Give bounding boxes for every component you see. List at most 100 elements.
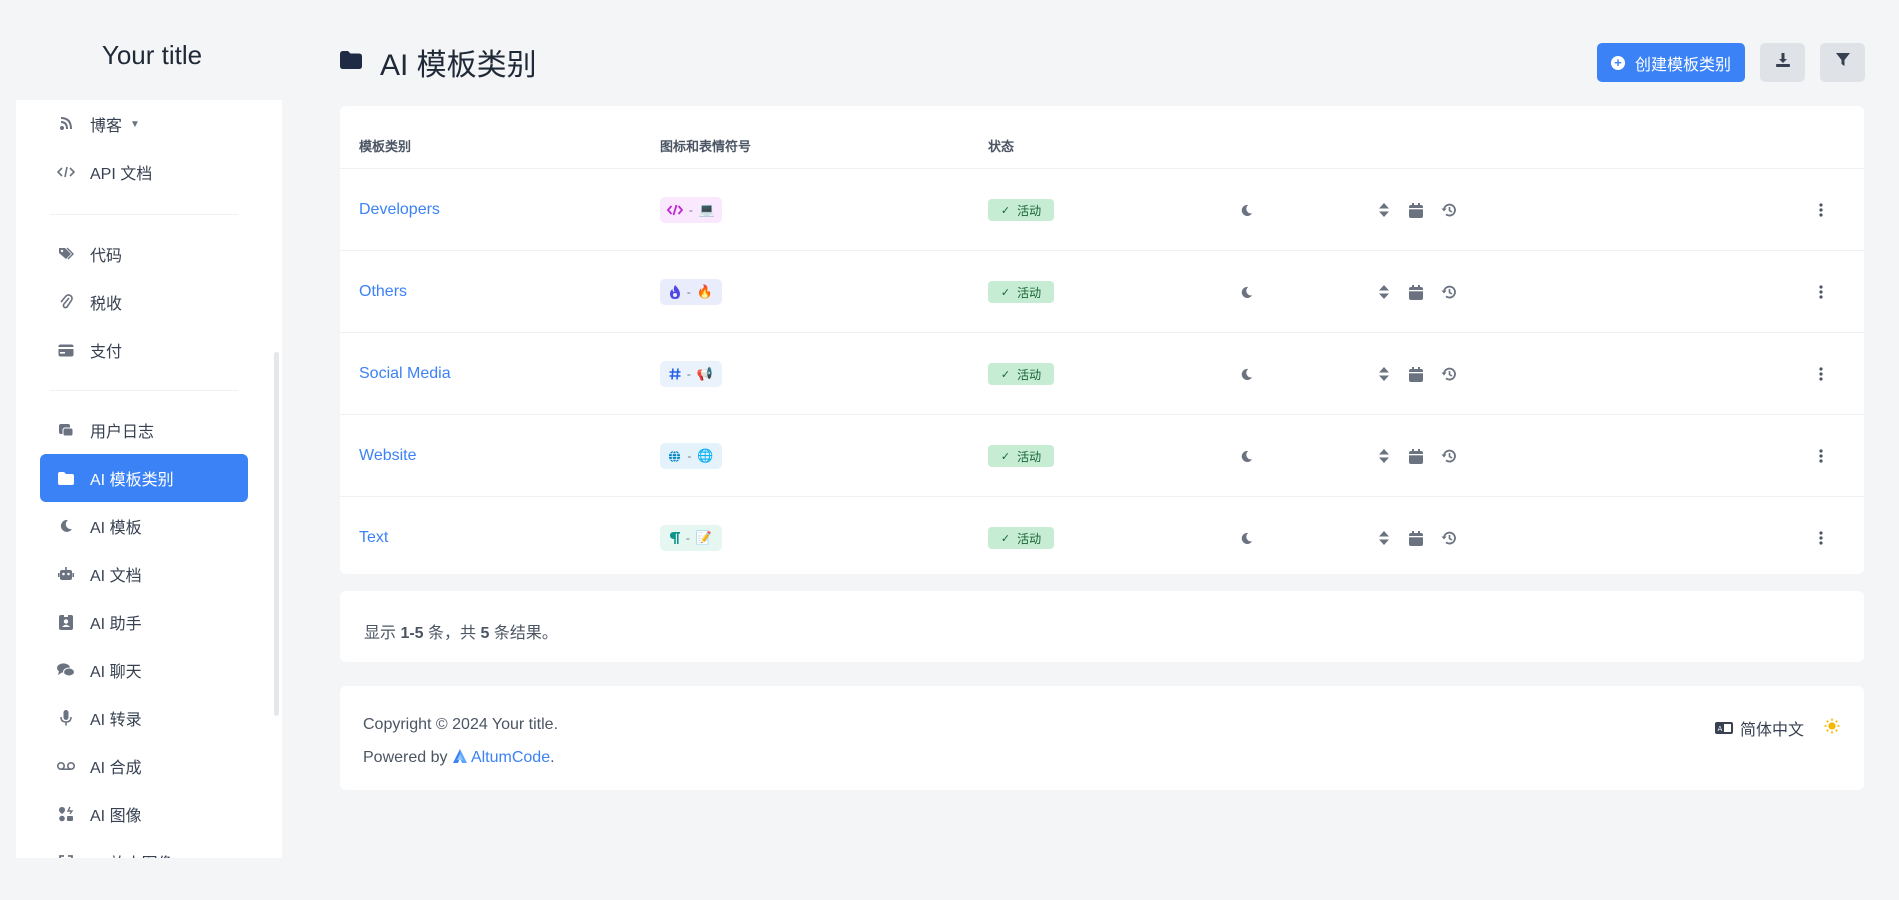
folder-icon [56,471,76,485]
sort-icon[interactable] [1376,530,1392,546]
powered-suffix: . [550,749,555,766]
sort-icon[interactable] [1376,448,1392,464]
sidebar-item-label: API 文档 [90,166,153,183]
history-icon[interactable] [1441,202,1457,218]
more-options-icon[interactable] [1813,366,1829,382]
status-badge: ✓ 活动 [988,445,1054,467]
sort-icon[interactable] [1376,284,1392,300]
pagination-mid: 条，共 [423,625,481,642]
sidebar-item-label: 用户日志 [90,424,155,441]
category-name-link[interactable]: Website [359,447,417,464]
sidebar-divider [50,390,238,391]
sidebar-item-label: AI 聊天 [90,664,142,681]
sidebar-item-label: AI 转录 [90,712,142,729]
category-emoji: 📢 [696,366,714,381]
sidebar-item-ai-transcriptions[interactable]: AI 转录 [40,694,248,742]
categories-table: 模板类别 图标和表情符号 状态 Developers - 💻 ✓ 活动 Othe… [340,106,1864,574]
status-label: 活动 [1017,203,1042,218]
status-badge: ✓ 活动 [988,199,1054,221]
brand-title[interactable]: Your title [101,40,203,70]
calendar-icon[interactable] [1408,284,1424,300]
calendar-icon[interactable] [1408,530,1424,546]
sidebar-item-codes[interactable]: 代码 [40,230,248,278]
category-name-link[interactable]: Developers [359,201,440,218]
calendar-icon[interactable] [1408,448,1424,464]
moon-icon[interactable] [1238,284,1254,300]
sidebar-item-ai-assistant[interactable]: AI 助手 [40,598,248,646]
more-options-icon[interactable] [1813,448,1829,464]
sidebar-item-ai-template-categories[interactable]: AI 模板类别 [40,454,248,502]
page-header: AI 模板类别 [340,40,537,84]
sidebar-item-ai-chats[interactable]: AI 聊天 [40,646,248,694]
status-label: 活动 [1017,449,1042,464]
sidebar-item-ai-documents[interactable]: AI 文档 [40,550,248,598]
sidebar-item-taxes[interactable]: 税收 [40,278,248,326]
sidebar-item-ai-upscaled-images[interactable]: AI 放大图像 [40,838,248,858]
robot-icon [56,567,76,581]
history-icon[interactable] [1441,284,1457,300]
more-options-icon[interactable] [1813,202,1829,218]
sort-icon[interactable] [1376,366,1392,382]
sidebar-item-payments[interactable]: 支付 [40,326,248,374]
column-header-category: 模板类别 [359,139,412,154]
category-name-link[interactable]: Text [359,529,389,546]
sidebar-item-ai-syntheses[interactable]: AI 合成 [40,742,248,790]
microphone-icon [56,710,76,726]
category-name-link[interactable]: Social Media [359,365,451,382]
calendar-icon[interactable] [1408,202,1424,218]
table-row: Developers - 💻 ✓ 活动 [340,168,1864,251]
sidebar-item-label: 支付 [90,344,123,361]
filter-icon [1835,53,1850,72]
sidebar-item-user-logs[interactable]: 用户日志 [40,406,248,454]
svg-text:A: A [1717,725,1722,733]
create-template-category-button[interactable]: + 创建模板类别 [1597,43,1745,82]
status-badge: ✓ 活动 [988,281,1054,303]
pagination-card: 显示 1-5 条，共 5 条结果。 [340,591,1864,662]
language-selector[interactable]: A 简体中文 [1714,716,1804,740]
category-emoji: 🌐 [697,448,714,463]
moon-icon[interactable] [1238,448,1254,464]
moon-icon[interactable] [1238,530,1254,546]
create-button-label: 创建模板类别 [1634,56,1731,74]
moon-icon[interactable] [1238,202,1254,218]
globe-icon [669,449,681,463]
sort-icon[interactable] [1376,202,1392,218]
credit-card-icon [56,344,76,357]
pagination-prefix: 显示 [364,625,401,642]
sidebar-item-label: 税收 [90,296,123,313]
moon-icon[interactable] [1238,366,1254,382]
folder-icon [340,50,362,74]
history-icon[interactable] [1441,530,1457,546]
plus-circle-icon: + [1610,55,1625,70]
sidebar-item-label: 代码 [90,248,123,265]
history-icon[interactable] [1441,448,1457,464]
sidebar-item-label: AI 放大图像 [90,850,174,858]
icon-emoji-badge: - 🌐 [660,443,722,469]
id-badge-icon [56,614,76,630]
filter-button[interactable] [1820,43,1865,82]
altumcode-link[interactable]: AltumCode [470,749,551,766]
language-label: 简体中文 [1739,722,1804,739]
category-name-link[interactable]: Others [359,283,408,300]
more-options-icon[interactable] [1813,530,1829,546]
sidebar-item-label: 博客 [90,118,123,135]
caret-down-icon: ▼ [130,118,140,130]
sidebar-item-blog[interactable]: 博客 ▼ [40,100,248,148]
calendar-icon[interactable] [1408,366,1424,382]
download-button[interactable] [1760,43,1805,82]
sidebar-item-label: AI 图像 [90,808,142,825]
sidebar-item-ai-templates[interactable]: AI 模板 [40,502,248,550]
more-options-icon[interactable] [1813,284,1829,300]
sidebar-item-api-docs[interactable]: API 文档 [40,148,248,196]
footer-copyright: Copyright © 2024 Your title. [363,716,559,733]
voicemail-icon [56,761,76,771]
sidebar-item-ai-images[interactable]: AI 图像 [40,790,248,838]
sun-icon[interactable] [1824,718,1840,739]
tags-icon [56,247,76,261]
sidebar: 博客 ▼ API 文档 代码 税收 支付 用户日志 AI [16,100,282,858]
comments-icon [56,663,76,677]
category-emoji: 📝 [695,530,713,545]
history-icon[interactable] [1441,366,1457,382]
language-icon: A [1714,722,1733,734]
sidebar-scrollbar[interactable] [274,352,279,716]
